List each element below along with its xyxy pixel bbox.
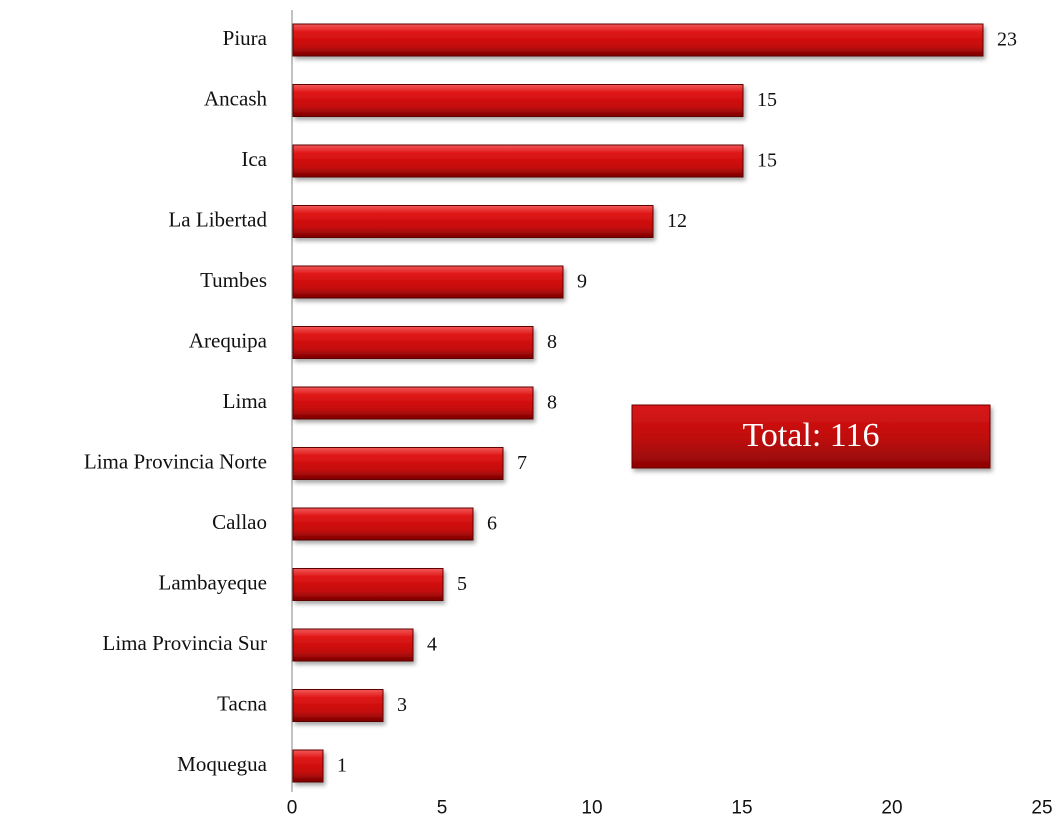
bar bbox=[292, 507, 474, 541]
value-label: 15 bbox=[757, 89, 777, 111]
bar bbox=[292, 628, 414, 662]
y-tick-label: Ancash bbox=[204, 86, 267, 110]
y-tick-label: Lima bbox=[223, 389, 268, 413]
value-label: 1 bbox=[337, 755, 347, 777]
y-tick-label: Ica bbox=[241, 147, 267, 171]
y-tick-label: La Libertad bbox=[168, 207, 267, 231]
value-label: 8 bbox=[547, 331, 557, 353]
value-label: 4 bbox=[427, 634, 437, 656]
x-tick-label: 20 bbox=[881, 797, 902, 818]
bar bbox=[292, 205, 654, 238]
bar bbox=[292, 84, 744, 117]
value-label: 9 bbox=[577, 271, 587, 293]
y-tick-label: Tumbes bbox=[200, 268, 267, 292]
y-tick-label: Lima Provincia Norte bbox=[84, 449, 267, 473]
value-label: 8 bbox=[547, 392, 557, 414]
value-label: 6 bbox=[487, 513, 497, 535]
y-tick-label: Moquegua bbox=[177, 752, 267, 776]
y-tick-label: Tacna bbox=[217, 691, 268, 715]
x-tick-label: 15 bbox=[731, 797, 752, 818]
value-label: 23 bbox=[997, 29, 1017, 51]
bar bbox=[292, 568, 444, 601]
bar bbox=[292, 386, 534, 420]
x-tick-label: 10 bbox=[581, 797, 602, 818]
x-tick-label: 25 bbox=[1031, 797, 1052, 818]
value-label: 7 bbox=[517, 452, 527, 474]
bar bbox=[292, 144, 744, 178]
y-tick-label: Lima Provincia Sur bbox=[103, 631, 267, 655]
bar bbox=[292, 749, 324, 783]
value-label: 3 bbox=[397, 694, 407, 716]
annotation-background bbox=[631, 404, 991, 469]
bar bbox=[292, 689, 384, 722]
annotation: Total: 116 bbox=[742, 417, 879, 454]
bar bbox=[292, 326, 534, 359]
x-tick-label: 0 bbox=[287, 797, 298, 818]
y-tick-label: Piura bbox=[223, 26, 268, 50]
y-tick-label: Arequipa bbox=[189, 328, 268, 352]
bar bbox=[292, 265, 564, 299]
value-label: 15 bbox=[757, 150, 777, 172]
annotation-box: Total: 116 bbox=[631, 404, 991, 469]
y-tick-label: Lambayeque bbox=[159, 570, 267, 594]
value-label: 12 bbox=[667, 210, 687, 232]
y-tick-label: Callao bbox=[212, 510, 267, 534]
bar bbox=[292, 23, 984, 57]
value-label: 5 bbox=[457, 573, 467, 595]
x-tick-label: 5 bbox=[437, 797, 448, 818]
bar bbox=[292, 447, 504, 480]
